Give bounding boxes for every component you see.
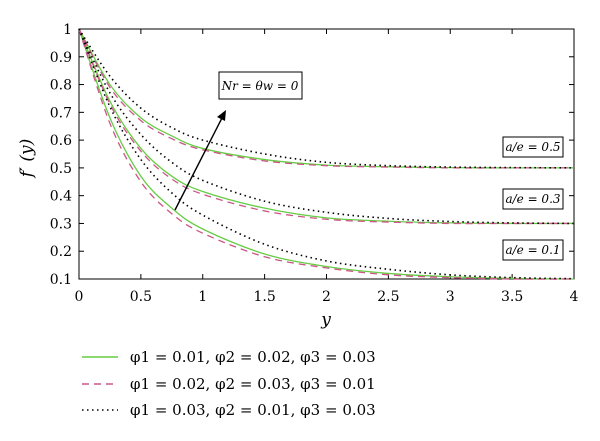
y-tick-label: 0.2 — [50, 244, 72, 260]
x-tick-label: 3 — [446, 289, 455, 305]
series-dashed-line-2 — [78, 28, 575, 280]
y-tick-label: 0.1 — [50, 272, 72, 288]
ratio-box-1 — [502, 188, 564, 210]
ratio-label-1: a/e = 0.3 — [505, 192, 560, 206]
y-tick-label: 0.5 — [50, 161, 72, 177]
series-dashed-line-1 — [78, 28, 574, 225]
trend-arrowhead — [217, 110, 226, 121]
x-tick-label: 0 — [75, 289, 84, 305]
x-tick-label: 2 — [322, 289, 331, 305]
x-tick-label: 3.5 — [501, 289, 523, 305]
legend-label-2: φ1 = 0.03, φ2 = 0.01, φ3 = 0.03 — [130, 401, 376, 419]
plot-frame — [78, 28, 575, 280]
ratio-label-2: a/e = 0.1 — [505, 243, 560, 257]
legend-label-1: φ1 = 0.02, φ2 = 0.03, φ3 = 0.01 — [130, 375, 376, 393]
legend: φ1 = 0.01, φ2 = 0.02, φ3 = 0.03 φ1 = 0.0… — [82, 348, 376, 419]
trend-arrow — [174, 115, 224, 211]
series-layer — [78, 28, 575, 280]
series-solid-line-1 — [78, 28, 575, 225]
series-solid-line-2 — [78, 28, 575, 280]
x-tick-label: 4 — [570, 289, 579, 305]
x-tick-label: 1 — [198, 289, 207, 305]
legend-label-0: φ1 = 0.01, φ2 = 0.02, φ3 = 0.03 — [130, 348, 376, 366]
y-tick-label: 0.3 — [50, 216, 72, 232]
ratio-box-0 — [502, 136, 564, 158]
y-tick-label: 0.9 — [50, 50, 72, 66]
y-tick-label: 0.6 — [50, 133, 72, 149]
y-tick-label: 1 — [63, 22, 72, 38]
x-tick-label: 2.5 — [377, 289, 399, 305]
arrow-label: Nr = θw = 0 — [221, 79, 299, 93]
x-axis-label: y — [320, 310, 331, 330]
x-tick-label: 0.5 — [130, 289, 152, 305]
y-tick-label: 0.4 — [50, 189, 72, 205]
ratio-box-2 — [502, 239, 564, 261]
y-tick-label: 0.8 — [50, 78, 72, 94]
series-dotted-line-1 — [78, 28, 575, 225]
series-dotted-line-2 — [78, 28, 575, 280]
x-tick-label: 1.5 — [253, 289, 275, 305]
arrow-label-box — [218, 71, 303, 100]
y-axis-label: f′ (y) — [17, 139, 37, 179]
series-dashed-line-0 — [78, 28, 574, 169]
axis-ticks: 0 0.5 1 1.5 2 2.5 3 3.5 4 0.1 0.2 0.3 0.4 0.5 0.6 0.7 0.… — [50, 22, 579, 305]
ratio-label-0: a/e = 0.5 — [505, 140, 560, 154]
y-tick-label: 0.7 — [50, 105, 72, 121]
